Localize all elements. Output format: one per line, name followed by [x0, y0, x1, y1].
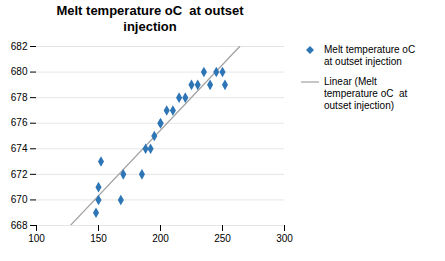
html-text:Linear (Melt temperature oC at: Linear (Melt temperature oC at outset in… [324, 76, 408, 112]
html-text:Melt temperature oC at outset: Melt temperature oC at outset injection [324, 44, 416, 68]
svg-text:682: 682 [11, 41, 28, 52]
svg-text:250: 250 [214, 233, 231, 244]
svg-text:670: 670 [11, 194, 28, 205]
svg-text:150: 150 [90, 233, 107, 244]
svg-text:676: 676 [11, 118, 28, 129]
svg-text:300: 300 [276, 233, 293, 244]
svg-text:668: 668 [11, 220, 28, 231]
svg-text:100: 100 [28, 233, 45, 244]
svg-text:678: 678 [11, 92, 28, 103]
html-text:Melt temperature oC at outset: Melt temperature oC at outset injection [56, 3, 244, 34]
svg-text:680: 680 [11, 66, 28, 77]
svg-text:672: 672 [11, 169, 28, 180]
svg-text:674: 674 [11, 143, 28, 154]
svg-text:200: 200 [152, 233, 169, 244]
